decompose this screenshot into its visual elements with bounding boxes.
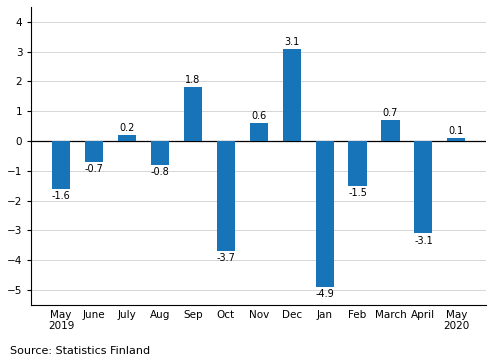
Text: 0.1: 0.1: [449, 126, 464, 136]
Bar: [151, 141, 169, 165]
Text: 0.6: 0.6: [251, 111, 266, 121]
Bar: [52, 141, 70, 189]
Text: 1.8: 1.8: [185, 75, 201, 85]
Text: 3.1: 3.1: [284, 37, 299, 46]
Text: 0.7: 0.7: [383, 108, 398, 118]
Bar: [249, 123, 268, 141]
Bar: [184, 87, 202, 141]
Bar: [447, 138, 465, 141]
Text: Source: Statistics Finland: Source: Statistics Finland: [10, 346, 150, 356]
Text: -1.6: -1.6: [52, 191, 70, 201]
Text: -1.5: -1.5: [348, 188, 367, 198]
Text: -3.7: -3.7: [216, 253, 235, 264]
Bar: [217, 141, 235, 251]
Bar: [316, 141, 334, 287]
Text: -0.8: -0.8: [150, 167, 169, 177]
Text: 0.2: 0.2: [119, 123, 135, 133]
Text: -3.1: -3.1: [414, 235, 433, 246]
Bar: [85, 141, 103, 162]
Text: -0.7: -0.7: [85, 164, 104, 174]
Text: -4.9: -4.9: [315, 289, 334, 299]
Bar: [349, 141, 367, 186]
Bar: [118, 135, 136, 141]
Bar: [282, 49, 301, 141]
Bar: [382, 120, 399, 141]
Bar: [414, 141, 432, 234]
